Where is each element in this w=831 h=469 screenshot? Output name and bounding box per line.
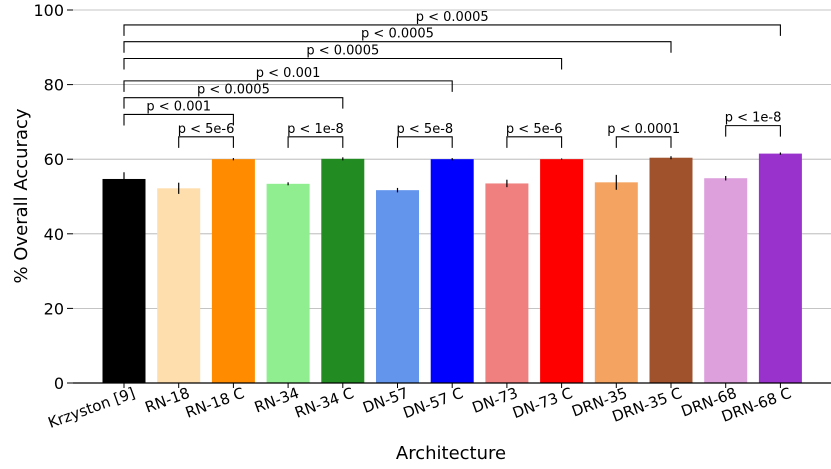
bar: [321, 158, 365, 383]
significance-bracket: [506, 136, 563, 148]
y-ticks: 0 20 40 60 80 100: [33, 1, 73, 393]
x-tick-label: DN-57 C: [401, 384, 466, 422]
error-bars: [123, 152, 782, 194]
bar: [430, 159, 474, 383]
bar: [157, 188, 201, 383]
significance-bracket: [123, 80, 453, 92]
y-axis-label: % Overall Accuracy: [11, 108, 32, 283]
bar: [266, 183, 310, 383]
significance-label: p < 5e-6: [178, 122, 235, 137]
significance-bracket: [396, 136, 453, 148]
bar: [649, 157, 693, 383]
significance-label: p < 0.001: [146, 99, 211, 114]
y-tick-label: 40: [44, 225, 64, 244]
significance-label: p < 5e-6: [506, 122, 563, 137]
significance-label: p < 1e-8: [287, 122, 344, 137]
x-axis-label: Architecture: [396, 443, 506, 464]
y-tick-label: 80: [44, 76, 64, 95]
significance-label: p < 1e-8: [725, 111, 782, 126]
significance-bracket: [615, 136, 672, 148]
x-tick-label: RN-18 C: [183, 384, 247, 422]
significance-bracket: [123, 97, 344, 109]
significance-bracket: [123, 57, 563, 70]
bar: [704, 178, 748, 383]
bar: [211, 159, 255, 383]
significance-bracket: [725, 125, 781, 137]
significance-label: p < 0.001: [256, 66, 321, 81]
y-tick-label: 20: [44, 299, 64, 318]
bar: [540, 159, 584, 383]
bars: [102, 153, 802, 383]
significance-label: p < 0.0005: [416, 10, 489, 25]
significance-bracket: [178, 136, 234, 148]
significance-label: p < 0.0005: [306, 43, 379, 58]
significance-bracket: [287, 136, 344, 148]
significance-bracket: [123, 41, 672, 53]
significance-brackets: p < 5e-6 p < 1e-8 p < 5e-8 p < 5e-6 p < 0.00…: [123, 10, 782, 148]
bar: [102, 178, 146, 383]
significance-label: p < 0.0005: [197, 83, 270, 98]
significance-label: p < 0.0001: [607, 122, 680, 137]
bar: [485, 183, 529, 383]
significance-label: p < 0.0005: [361, 27, 434, 42]
significance-bracket: [123, 113, 234, 126]
y-tick-label: 100: [33, 1, 64, 20]
y-tick-label: 0: [54, 374, 64, 393]
x-tick-label: DN-73 C: [510, 384, 575, 422]
x-tick-label: RN-34 C: [292, 384, 356, 422]
y-tick-label: 60: [44, 150, 64, 169]
bar: [376, 190, 419, 383]
bar: [758, 153, 802, 383]
bar: [594, 182, 638, 383]
significance-label: p < 5e-8: [397, 122, 454, 137]
significance-bracket: [123, 24, 781, 36]
